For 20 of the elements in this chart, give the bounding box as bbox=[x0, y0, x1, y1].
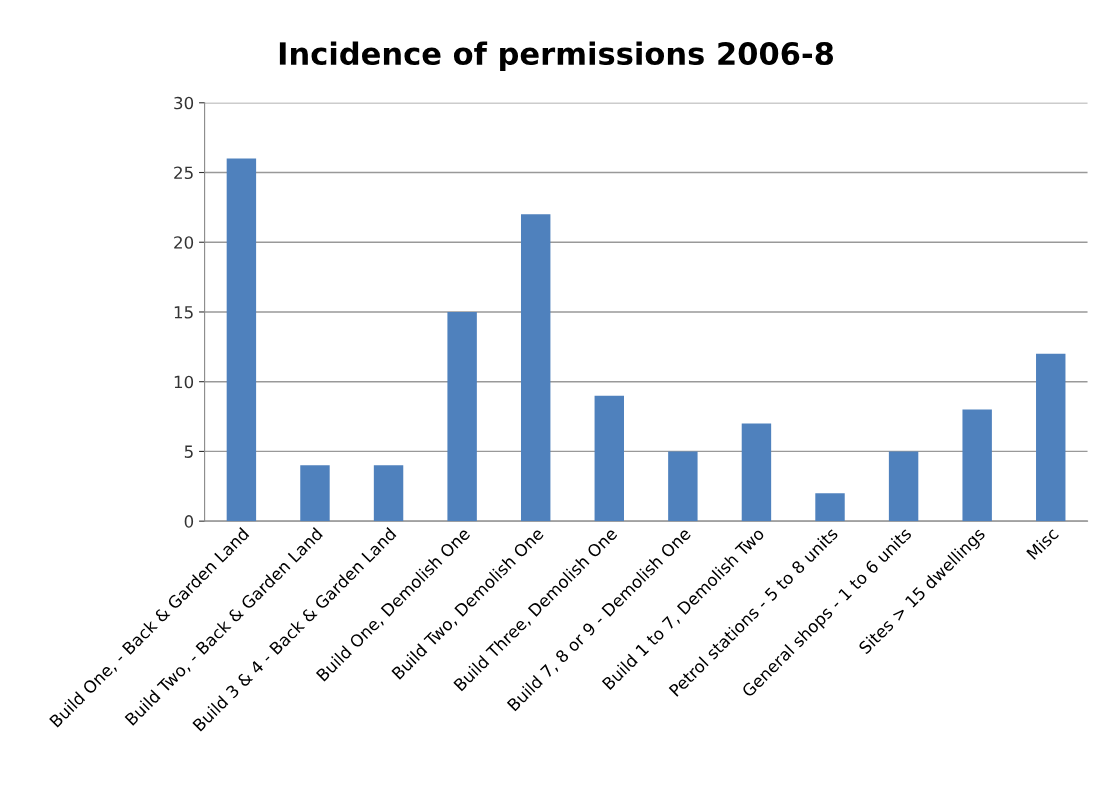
y-tick-label: 25 bbox=[174, 166, 193, 180]
bar bbox=[447, 311, 477, 522]
y-tick-label: 0 bbox=[184, 515, 194, 528]
chart-title: Incidence of permissions 2006-8 bbox=[279, 41, 834, 71]
bar bbox=[1036, 353, 1066, 522]
bar bbox=[373, 465, 404, 522]
bar bbox=[962, 409, 992, 522]
bar bbox=[300, 465, 330, 522]
bar bbox=[888, 451, 919, 522]
y-tick-label: 5 bbox=[184, 445, 193, 458]
bar bbox=[668, 451, 698, 522]
y-tick-label: 20 bbox=[174, 236, 194, 249]
bar bbox=[226, 158, 257, 522]
bar bbox=[520, 214, 551, 522]
bar bbox=[741, 423, 772, 522]
bar bbox=[815, 493, 845, 522]
y-tick-label: 15 bbox=[174, 306, 193, 319]
bar bbox=[594, 395, 624, 522]
y-tick-label: 10 bbox=[174, 375, 194, 389]
y-tick-label: 30 bbox=[174, 96, 194, 110]
